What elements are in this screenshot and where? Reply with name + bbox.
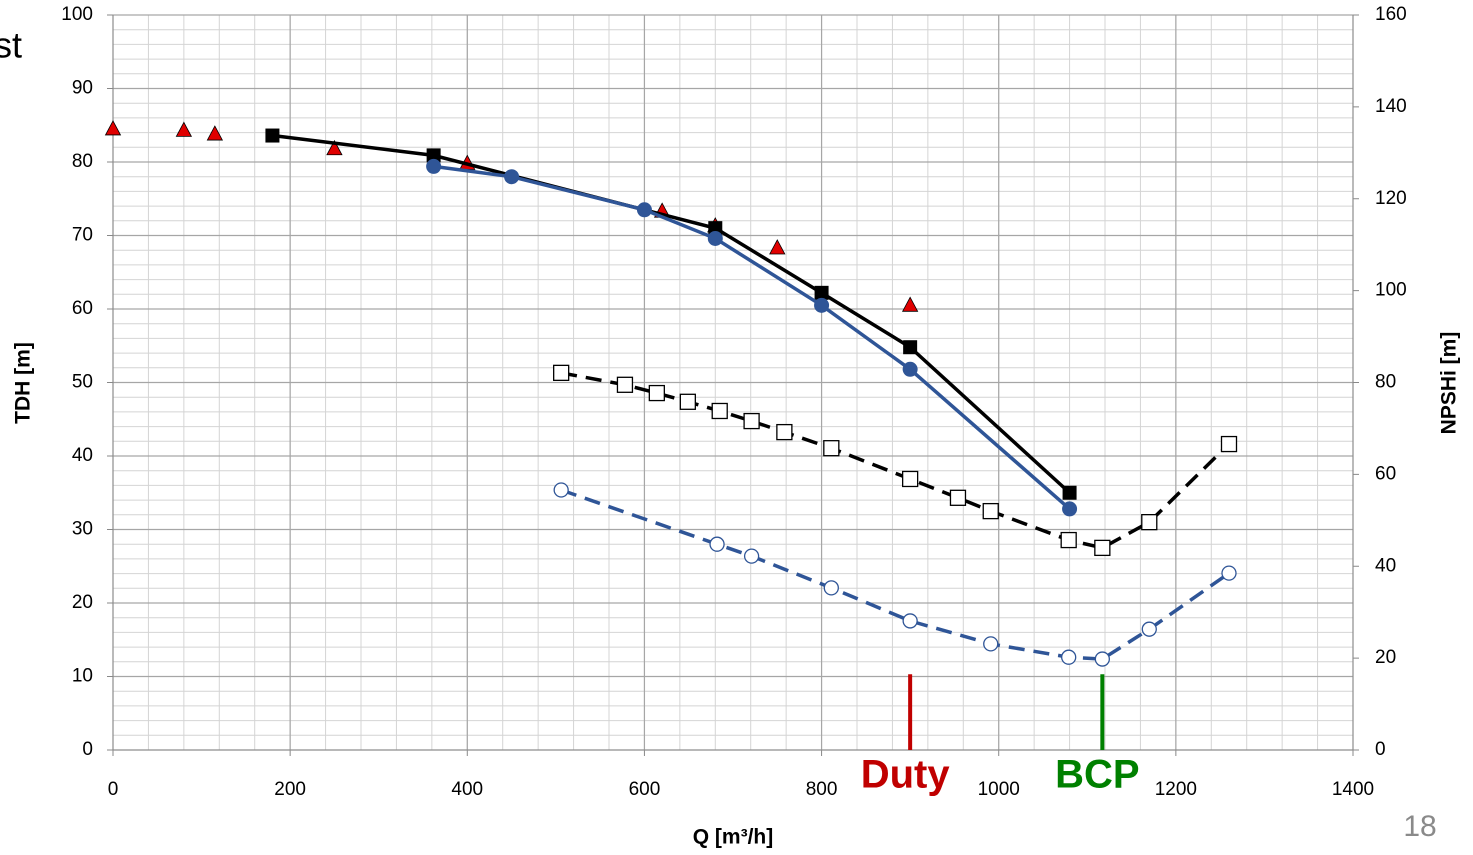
marker bbox=[1221, 565, 1237, 581]
x-tick-label: 1200 bbox=[1155, 779, 1197, 800]
y2-tick-label: 140 bbox=[1375, 96, 1407, 117]
marker bbox=[776, 423, 793, 441]
marker bbox=[1062, 501, 1078, 517]
y-tick-label: 30 bbox=[72, 519, 93, 540]
marker bbox=[707, 230, 723, 246]
marker bbox=[104, 120, 122, 136]
x-tick-label: 400 bbox=[451, 779, 483, 800]
y-tick-label: 60 bbox=[72, 298, 93, 319]
marker bbox=[175, 121, 193, 137]
y2-tick-label: 40 bbox=[1375, 555, 1396, 576]
marker bbox=[679, 393, 696, 410]
y2-tick-label: 160 bbox=[1375, 4, 1407, 25]
marker bbox=[983, 636, 999, 652]
marker bbox=[901, 296, 919, 312]
marker bbox=[1060, 531, 1077, 549]
y-tick-label: 20 bbox=[72, 592, 93, 613]
marker bbox=[1141, 514, 1158, 531]
y2-tick-label: 120 bbox=[1375, 188, 1407, 209]
y-tick-label: 70 bbox=[72, 225, 93, 246]
marker bbox=[1094, 651, 1110, 667]
marker bbox=[823, 580, 839, 596]
marker bbox=[1062, 485, 1077, 500]
x-tick-label: 200 bbox=[274, 779, 306, 800]
marker bbox=[616, 376, 634, 393]
x-tick-label: 1400 bbox=[1332, 779, 1374, 800]
y2-tick-label: 20 bbox=[1375, 647, 1396, 668]
y2-tick-label: 60 bbox=[1375, 463, 1396, 484]
y-tick-label: 0 bbox=[82, 739, 93, 760]
y-axis-label: TDH [m] bbox=[12, 342, 35, 424]
marker bbox=[814, 285, 829, 300]
marker bbox=[769, 239, 786, 255]
marker bbox=[708, 221, 723, 236]
marker bbox=[1220, 435, 1238, 453]
marker bbox=[1094, 539, 1111, 557]
y-tick-label: 100 bbox=[61, 4, 93, 25]
marker bbox=[711, 402, 728, 420]
y2-tick-label: 0 bbox=[1375, 739, 1386, 760]
marker bbox=[265, 128, 280, 143]
fragment: st bbox=[0, 25, 22, 66]
marker bbox=[982, 502, 999, 520]
y2-axis-label: NPSHi [m] bbox=[1438, 332, 1461, 435]
y-tick-label: 40 bbox=[72, 445, 93, 466]
marker bbox=[1061, 649, 1077, 665]
marker bbox=[648, 384, 665, 402]
marker bbox=[902, 361, 918, 377]
series-line bbox=[433, 164, 1071, 511]
annotation-label: Duty bbox=[861, 753, 951, 797]
page-number: 18 bbox=[1403, 810, 1436, 843]
marker bbox=[814, 297, 830, 313]
y-tick-label: 80 bbox=[72, 151, 93, 172]
y2-tick-label: 100 bbox=[1375, 280, 1407, 301]
marker bbox=[902, 613, 918, 629]
annotation-label: BCP bbox=[1055, 753, 1139, 797]
x-tick-label: 800 bbox=[806, 779, 838, 800]
marker bbox=[636, 202, 652, 218]
y2-tick-label: 80 bbox=[1375, 372, 1396, 393]
marker bbox=[709, 536, 725, 552]
x-axis-label: Q [m³/h] bbox=[693, 826, 773, 849]
marker bbox=[1141, 621, 1157, 637]
marker bbox=[553, 482, 569, 498]
x-tick-label: 600 bbox=[629, 779, 661, 800]
marker bbox=[426, 148, 441, 163]
y-tick-label: 50 bbox=[72, 372, 93, 393]
marker bbox=[949, 489, 967, 506]
marker bbox=[206, 125, 224, 141]
series-line bbox=[560, 488, 1231, 661]
x-tick-label: 0 bbox=[108, 779, 119, 800]
y-tick-label: 90 bbox=[72, 78, 93, 99]
series-line bbox=[272, 133, 1071, 495]
marker bbox=[903, 340, 918, 355]
marker bbox=[823, 440, 840, 457]
y-tick-label: 10 bbox=[72, 666, 93, 687]
marker bbox=[504, 169, 520, 185]
marker bbox=[901, 470, 919, 488]
x-tick-label: 1000 bbox=[978, 779, 1020, 800]
marker bbox=[743, 548, 760, 564]
marker bbox=[553, 364, 570, 382]
marker bbox=[743, 412, 760, 430]
marker bbox=[426, 158, 442, 174]
marker bbox=[326, 139, 343, 156]
